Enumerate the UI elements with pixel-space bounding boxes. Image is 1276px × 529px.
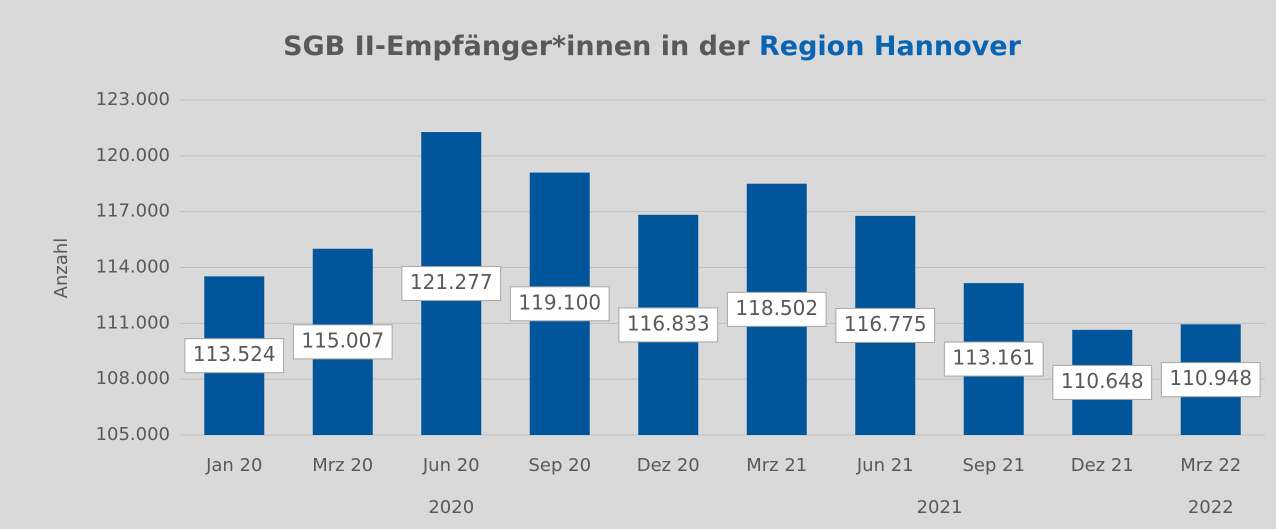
x-tick-label: Dez 21	[1071, 455, 1134, 476]
y-tick-label: 117.000	[96, 201, 170, 222]
value-label-box	[509, 286, 610, 322]
x-tick-label: Sep 20	[528, 455, 591, 476]
y-tick-label: 123.000	[96, 89, 170, 110]
title-part: SGB II-Empfänger*innen in der	[283, 31, 759, 62]
y-tick-label: 114.000	[96, 257, 170, 278]
value-label: 110.648	[1061, 369, 1144, 393]
x-tick-label: Mrz 21	[746, 455, 807, 476]
value-label-box	[726, 291, 827, 327]
x-tick-label: Dez 20	[637, 455, 700, 476]
value-label: 116.833	[627, 311, 710, 335]
value-label: 118.502	[735, 296, 818, 320]
group-label: 2021	[917, 497, 963, 518]
x-tick-label: Mrz 20	[312, 455, 373, 476]
title-part: Region Hannover	[759, 31, 1022, 62]
value-label: 119.100	[518, 290, 601, 314]
value-label-box	[835, 307, 936, 343]
value-label: 121.277	[410, 270, 493, 294]
value-label-box	[401, 266, 502, 302]
value-label: 113.524	[193, 342, 276, 366]
group-label: 2022	[1188, 497, 1234, 518]
value-label: 110.948	[1169, 366, 1252, 390]
value-label: 116.775	[844, 312, 927, 336]
group-label: 2020	[428, 497, 474, 518]
x-tick-label: Jan 20	[205, 455, 262, 476]
x-tick-label: Jun 21	[856, 455, 914, 476]
value-label-box	[618, 307, 719, 343]
y-tick-label: 108.000	[96, 368, 170, 389]
y-axis-label: Anzahl	[51, 238, 72, 299]
value-label-box	[943, 341, 1044, 377]
x-tick-label: Jun 20	[422, 455, 480, 476]
y-tick-label: 105.000	[96, 424, 170, 445]
value-label-box	[292, 324, 393, 360]
chart-title: SGB II-Empfänger*innen in der Region Han…	[283, 31, 1021, 62]
value-label-box	[184, 338, 285, 374]
value-label: 115.007	[301, 328, 384, 352]
value-label-box	[1160, 362, 1261, 398]
value-label: 113.161	[952, 346, 1035, 370]
value-label-box	[1052, 364, 1153, 400]
y-tick-label: 120.000	[96, 145, 170, 166]
y-tick-label: 111.000	[96, 312, 170, 333]
x-tick-label: Sep 21	[962, 455, 1025, 476]
x-tick-label: Mrz 22	[1180, 455, 1241, 476]
